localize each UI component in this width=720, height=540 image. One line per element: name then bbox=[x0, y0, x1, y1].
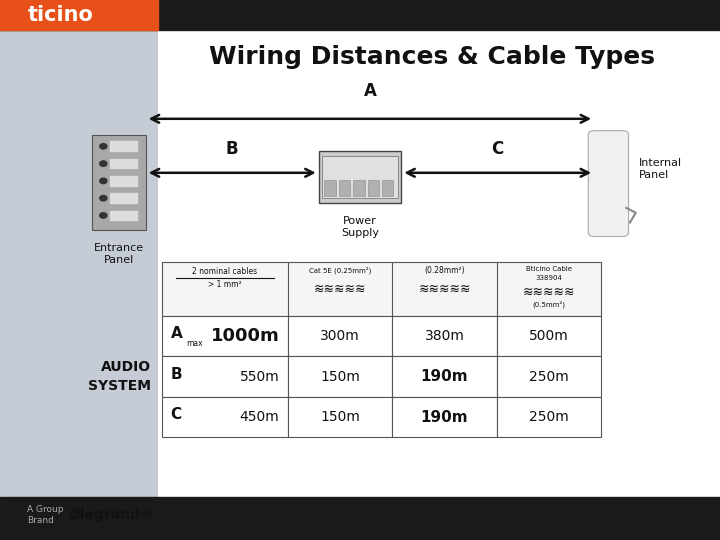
Text: max: max bbox=[186, 340, 203, 348]
Bar bbox=[0, 0, 158, 30]
Text: B: B bbox=[171, 367, 182, 382]
Bar bbox=[392, 356, 497, 397]
Bar bbox=[392, 397, 497, 437]
Text: 150m: 150m bbox=[320, 410, 360, 424]
Text: B: B bbox=[226, 140, 238, 158]
FancyBboxPatch shape bbox=[588, 131, 629, 237]
Text: 2 nominal cables: 2 nominal cables bbox=[192, 267, 258, 276]
Bar bbox=[288, 316, 392, 356]
Text: C: C bbox=[171, 408, 181, 422]
Text: Internal
Panel: Internal Panel bbox=[639, 158, 682, 180]
Text: 300m: 300m bbox=[320, 329, 360, 343]
Text: 550m: 550m bbox=[240, 370, 279, 383]
Circle shape bbox=[99, 161, 107, 166]
Bar bbox=[382, 180, 394, 196]
Bar bbox=[0, 0, 720, 30]
Text: (0.28mm²): (0.28mm²) bbox=[424, 266, 465, 275]
Bar bbox=[162, 356, 288, 397]
Text: > 1 mm²: > 1 mm² bbox=[208, 280, 242, 289]
Bar bbox=[339, 180, 351, 196]
Text: Entrance
Panel: Entrance Panel bbox=[94, 243, 144, 265]
Text: 250m: 250m bbox=[529, 410, 569, 424]
Bar bbox=[92, 135, 145, 230]
Circle shape bbox=[99, 178, 107, 184]
Text: AUDIO
SYSTEM: AUDIO SYSTEM bbox=[89, 361, 151, 393]
Bar bbox=[109, 193, 137, 203]
Text: C: C bbox=[492, 140, 504, 158]
Text: Power
Supply: Power Supply bbox=[341, 216, 379, 238]
Bar bbox=[109, 211, 137, 220]
Text: Bticino Cable: Bticino Cable bbox=[526, 266, 572, 272]
Text: Cat 5E (0.25mm²): Cat 5E (0.25mm²) bbox=[309, 266, 372, 274]
Bar bbox=[497, 356, 601, 397]
Text: 190m: 190m bbox=[420, 369, 469, 384]
Text: (0.5mm²): (0.5mm²) bbox=[533, 301, 565, 308]
Bar bbox=[109, 159, 137, 168]
Bar bbox=[0, 497, 720, 540]
Text: Ølegrand®: Ølegrand® bbox=[68, 508, 154, 522]
Bar bbox=[497, 397, 601, 437]
Bar bbox=[392, 316, 497, 356]
Text: Wiring Distances & Cable Types: Wiring Distances & Cable Types bbox=[209, 45, 655, 69]
Text: A: A bbox=[171, 327, 182, 341]
Text: 380m: 380m bbox=[425, 329, 464, 343]
Text: b: b bbox=[11, 5, 26, 25]
Bar bbox=[353, 180, 364, 196]
Text: 500m: 500m bbox=[529, 329, 569, 343]
Bar bbox=[288, 397, 392, 437]
Text: 338904: 338904 bbox=[536, 275, 562, 281]
Text: 450m: 450m bbox=[240, 410, 279, 424]
Bar bbox=[162, 262, 601, 316]
Bar bbox=[0, 0, 158, 497]
Bar bbox=[0, 30, 158, 497]
Text: A Group
Brand: A Group Brand bbox=[27, 504, 63, 525]
Text: 190m: 190m bbox=[420, 410, 469, 424]
Circle shape bbox=[99, 144, 107, 149]
Bar bbox=[323, 156, 397, 198]
Bar bbox=[497, 316, 601, 356]
Bar bbox=[324, 180, 336, 196]
Circle shape bbox=[99, 195, 107, 201]
Text: ticino: ticino bbox=[27, 5, 93, 25]
Bar bbox=[367, 180, 379, 196]
Bar bbox=[319, 151, 402, 202]
Text: 250m: 250m bbox=[529, 370, 569, 383]
Bar bbox=[109, 176, 137, 186]
Text: A: A bbox=[364, 82, 377, 100]
Text: ≋≋≋≋≋: ≋≋≋≋≋ bbox=[314, 282, 366, 295]
Bar bbox=[288, 356, 392, 397]
Text: 150m: 150m bbox=[320, 370, 360, 383]
Bar bbox=[162, 316, 288, 356]
Circle shape bbox=[99, 213, 107, 218]
Bar bbox=[162, 397, 288, 437]
Text: ≋≋≋≋≋: ≋≋≋≋≋ bbox=[418, 282, 471, 295]
Text: ≋≋≋≋≋: ≋≋≋≋≋ bbox=[523, 286, 575, 299]
Text: 1000m: 1000m bbox=[211, 327, 279, 345]
Bar bbox=[158, 0, 720, 497]
Bar bbox=[109, 141, 137, 151]
